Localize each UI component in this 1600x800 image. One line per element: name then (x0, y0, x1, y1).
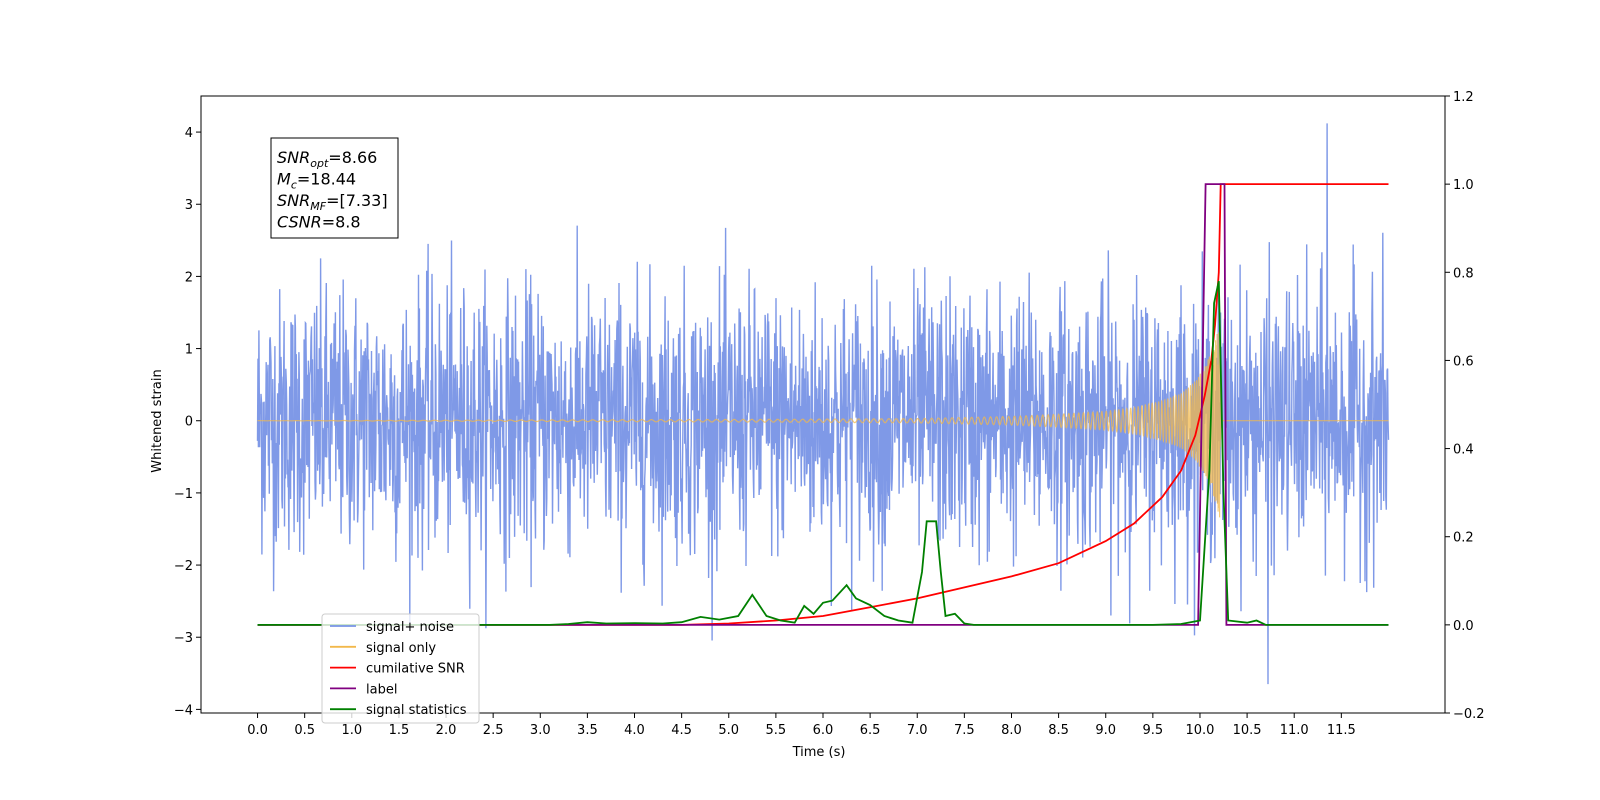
plot-area (256, 123, 1390, 685)
y-tick-label: −4 (174, 703, 193, 718)
y-tick-label: −2 (174, 559, 193, 574)
y2-tick-label: 0.6 (1453, 354, 1474, 369)
y-tick-label: 4 (185, 126, 193, 141)
x-tick-label: 5.0 (718, 723, 739, 738)
legend-label: label (366, 682, 397, 697)
x-tick-label: 2.0 (436, 723, 457, 738)
x-tick-label: 7.5 (954, 723, 975, 738)
y2-tick-label: 1.2 (1453, 90, 1474, 105)
stats-box-frame (270, 137, 399, 239)
y2-tick-label: −0.2 (1453, 707, 1485, 722)
legend: signal+ noise signal only cumilative SNR la… (321, 613, 480, 724)
y2-tick-label: 0.4 (1453, 443, 1474, 458)
y-tick-label: −1 (174, 487, 193, 502)
x-tick-label: 0.5 (294, 723, 315, 738)
x-tick-label: 1.0 (341, 723, 362, 738)
legend-label: signal+ noise (366, 620, 454, 635)
y-axis-label: Whitened strain (150, 369, 165, 472)
x-tick-label: 11.5 (1327, 723, 1356, 738)
legend-label: signal statistics (366, 703, 467, 718)
y-tick-label: −3 (174, 631, 193, 646)
x-tick-label: 6.5 (860, 723, 881, 738)
series-group (256, 123, 1390, 685)
x-tick-label: 11.0 (1280, 723, 1309, 738)
x-tick-label: 9.0 (1095, 723, 1116, 738)
x-tick-label: 4.5 (671, 723, 692, 738)
series-signal-statistics-line (257, 280, 1389, 626)
legend-frame (321, 613, 480, 724)
x-axis-label: Time (s) (792, 745, 846, 760)
x-tick-label: 3.5 (577, 723, 598, 738)
stat-line: SNRopt=8.66 (277, 148, 377, 170)
x-tick-label: 7.0 (907, 723, 928, 738)
x-tick-label: 8.5 (1048, 723, 1069, 738)
y2-tick-label: 0.2 (1453, 531, 1474, 546)
axes: 0.0 0.5 1.0 1.5 2.0 2.5 3.0 3.5 4.0 4.5 5.0 5.5 6.0 6… (174, 90, 1485, 738)
stat-line: CSNR=8.8 (277, 213, 361, 232)
x-tick-label: 0.0 (247, 723, 268, 738)
y2-tick-label: 0.8 (1453, 266, 1474, 281)
stat-line: Mc=18.44 (277, 170, 356, 192)
x-tick-label: 5.5 (766, 723, 787, 738)
y-tick-label: 0 (185, 415, 193, 430)
x-tick-label: 8.0 (1001, 723, 1022, 738)
x-tick-label: 2.5 (483, 723, 504, 738)
y-tick-label: 3 (185, 198, 193, 213)
x-tick-label: 9.5 (1143, 723, 1164, 738)
x-tick-label: 10.5 (1233, 723, 1262, 738)
legend-label: signal only (366, 641, 436, 656)
x-tick-label: 1.5 (389, 723, 410, 738)
series-signal-only-line (257, 332, 1389, 518)
legend-label: cumilative SNR (366, 662, 465, 677)
y2-tick-label: 1.0 (1453, 178, 1474, 193)
y-tick-label: 2 (185, 270, 193, 285)
stat-line: SNRMF=[7.33] (277, 191, 388, 213)
x-tick-label: 3.0 (530, 723, 551, 738)
x-tick-label: 4.0 (624, 723, 645, 738)
y-tick-label: 1 (185, 343, 193, 358)
x-tick-label: 10.0 (1185, 723, 1214, 738)
x-tick-label: 6.0 (813, 723, 834, 738)
y2-tick-label: 0.0 (1453, 619, 1474, 634)
